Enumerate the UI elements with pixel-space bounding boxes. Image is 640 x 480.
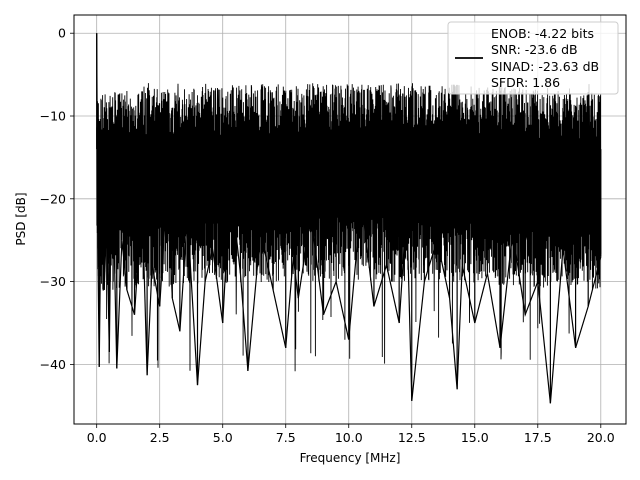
y-axis: 0 −10 −20 −30 −40 xyxy=(40,26,74,372)
legend-entry-snr: SNR: -23.6 dB xyxy=(491,42,578,57)
y-tick-label: −10 xyxy=(40,109,66,124)
x-tick-label: 2.5 xyxy=(150,430,170,445)
plot-frame xyxy=(73,14,627,425)
y-axis-label: PSD [dB] xyxy=(14,192,28,245)
legend-entry-sfdr: SFDR: 1.86 xyxy=(491,75,560,90)
legend-box xyxy=(447,21,619,95)
x-tick-label: 0.0 xyxy=(87,430,107,445)
legend: ENOB: -4.22 bits SNR: -23.6 dB SINAD: -2… xyxy=(447,21,619,95)
y-tick-label: −40 xyxy=(40,357,66,372)
x-tick-label: 15.0 xyxy=(461,430,489,445)
x-tick-label: 7.5 xyxy=(276,430,296,445)
y-tick-label: −20 xyxy=(40,191,66,206)
legend-entry-sinad: SINAD: -23.63 dB xyxy=(491,59,599,74)
x-tick-label: 10.0 xyxy=(335,430,363,445)
x-tick-label: 20.0 xyxy=(587,430,615,445)
y-tick-label: 0 xyxy=(58,26,66,41)
x-tick-label: 12.5 xyxy=(398,430,426,445)
psd-series-line xyxy=(96,33,602,404)
x-axis: 0.0 2.5 5.0 7.5 10.0 12.5 15.0 17.5 20.0 xyxy=(87,424,615,445)
legend-entry-enob: ENOB: -4.22 bits xyxy=(491,26,594,41)
x-tick-label: 17.5 xyxy=(524,430,552,445)
x-tick-label: 5.0 xyxy=(213,430,233,445)
x-axis-label: Frequency [MHz] xyxy=(300,451,401,465)
series-layer xyxy=(96,33,602,404)
y-tick-label: −30 xyxy=(40,274,66,289)
